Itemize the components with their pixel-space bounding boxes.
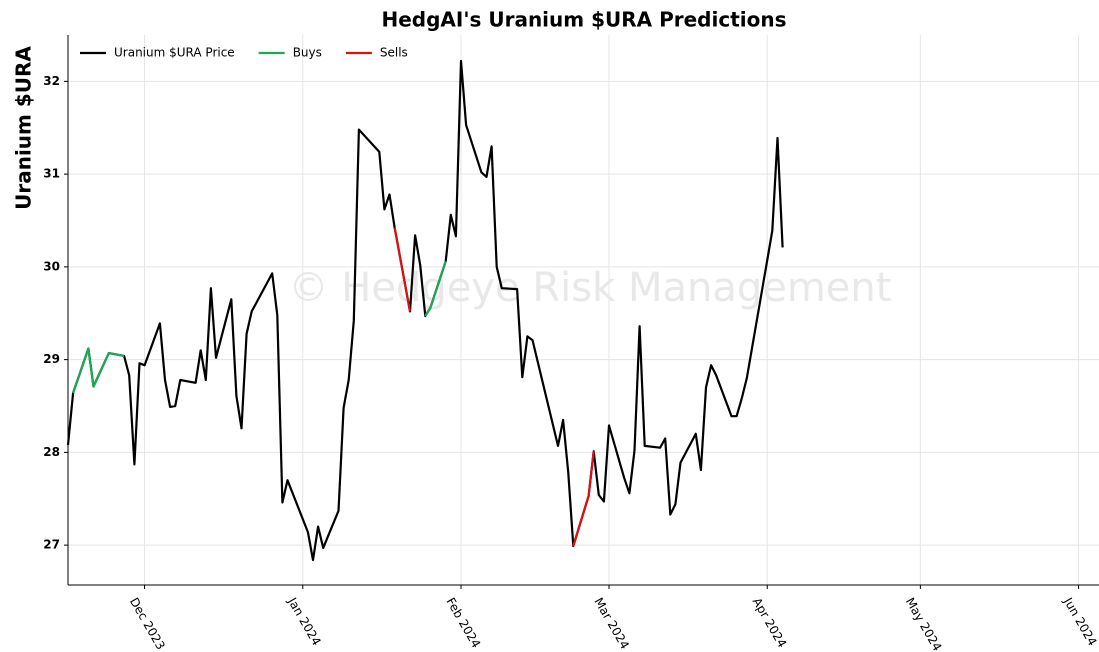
y-tick-label: 32 [43, 74, 60, 88]
x-tick-label: Feb 2024 [443, 595, 483, 650]
watermark: © Hedgeye Risk Management [289, 265, 892, 311]
y-axis-label: Uranium $URA [12, 46, 36, 210]
x-tick-label: Jan 2024 [285, 594, 324, 648]
x-tick-label: Mar 2024 [591, 595, 632, 651]
series-line [393, 227, 595, 547]
chart-title: HedgAI's Uranium $URA Predictions [382, 8, 787, 32]
legend-label: Sells [380, 46, 408, 60]
x-tick-label: Dec 2023 [127, 595, 168, 652]
legend-label: Uranium $URA Price [114, 46, 235, 60]
y-tick-label: 31 [43, 167, 60, 181]
y-tick-label: 29 [43, 352, 60, 366]
legend-label: Buys [293, 46, 322, 60]
y-tick-label: 30 [43, 259, 60, 273]
x-tick-label: May 2024 [903, 595, 945, 652]
x-tick-label: Apr 2024 [750, 595, 790, 650]
y-tick-label: 28 [43, 445, 60, 459]
series-line [72, 260, 447, 394]
x-tick-label: Jun 2024 [1060, 594, 1099, 648]
y-tick-label: 27 [43, 538, 60, 552]
